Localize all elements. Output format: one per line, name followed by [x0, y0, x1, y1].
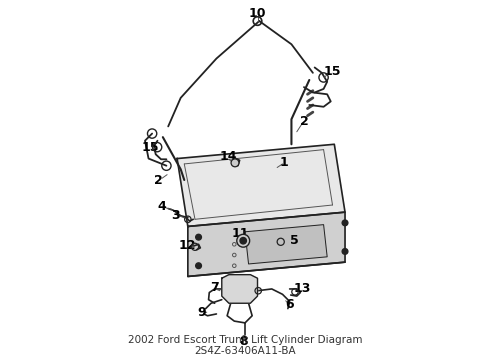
- Circle shape: [231, 159, 239, 167]
- Text: 2002 Ford Escort Trunk Lift Cylinder Diagram
2S4Z-63406A11-BA: 2002 Ford Escort Trunk Lift Cylinder Dia…: [128, 335, 362, 356]
- Text: 12: 12: [178, 239, 196, 252]
- Polygon shape: [222, 275, 258, 303]
- Text: 15: 15: [324, 64, 341, 77]
- Text: 10: 10: [249, 8, 266, 21]
- Text: 5: 5: [290, 234, 299, 247]
- Circle shape: [342, 220, 348, 226]
- Text: 2: 2: [154, 174, 163, 186]
- Text: 2: 2: [299, 114, 308, 127]
- Circle shape: [196, 234, 201, 240]
- Text: 7: 7: [210, 282, 219, 294]
- Text: 6: 6: [285, 298, 294, 311]
- Text: 9: 9: [197, 306, 206, 319]
- Polygon shape: [188, 212, 345, 276]
- Text: 1: 1: [280, 156, 289, 168]
- Circle shape: [342, 249, 348, 254]
- Polygon shape: [245, 225, 327, 264]
- Polygon shape: [177, 144, 345, 226]
- Text: 8: 8: [240, 335, 248, 348]
- Text: 4: 4: [158, 200, 167, 213]
- Text: 11: 11: [232, 227, 249, 240]
- Circle shape: [240, 238, 246, 244]
- Text: 13: 13: [294, 283, 311, 296]
- Text: 3: 3: [171, 209, 180, 222]
- Circle shape: [237, 234, 249, 247]
- Circle shape: [196, 263, 201, 269]
- Text: 15: 15: [142, 141, 159, 154]
- Text: 14: 14: [220, 150, 237, 163]
